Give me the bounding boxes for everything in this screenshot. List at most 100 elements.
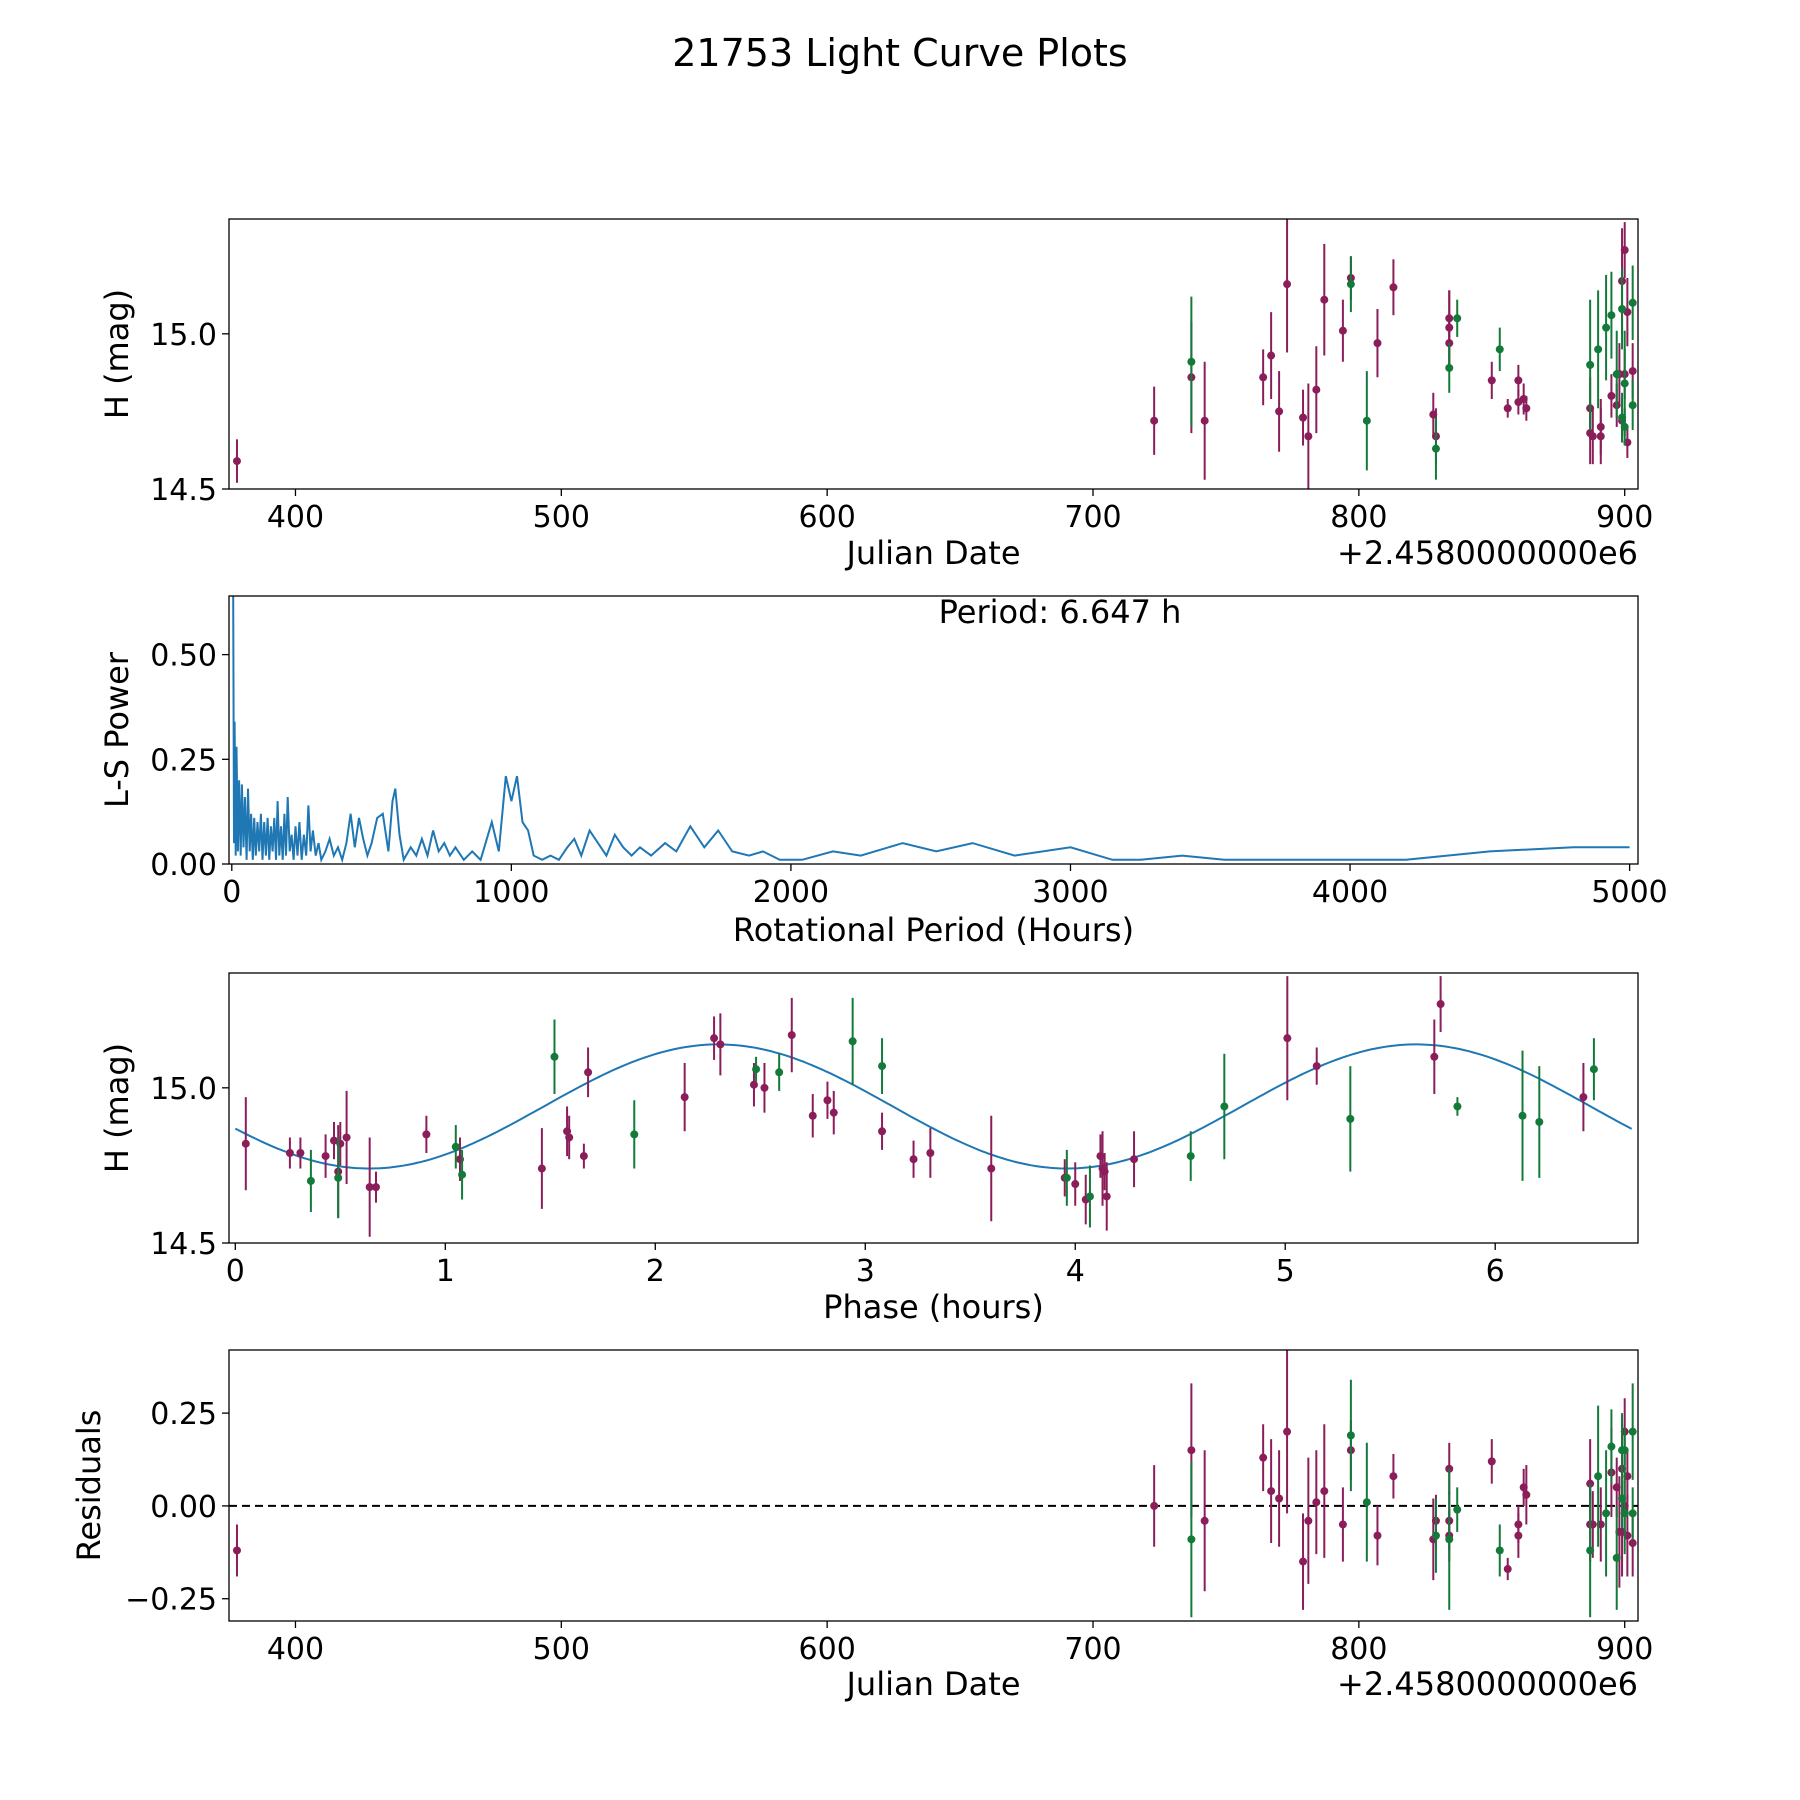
residuals-x-tick-label: 700 [1064, 1632, 1121, 1667]
phased-data-point [760, 1083, 769, 1092]
phased-data-point [296, 1149, 305, 1157]
residuals-data-point [1338, 1520, 1347, 1529]
lightcurve-data-point [1150, 416, 1159, 425]
lightcurve-data-point [1373, 339, 1382, 348]
residuals-data-point [1586, 1546, 1595, 1555]
phased-data-point [787, 1031, 796, 1040]
lightcurve-x-tick-label: 800 [1330, 500, 1387, 535]
residuals-data-point [1620, 1446, 1629, 1455]
phased-data-point [285, 1149, 294, 1157]
figure-title: 21753 Light Curve Plots [672, 31, 1127, 75]
lightcurve-data-point [1389, 283, 1398, 292]
residuals-data-point [1620, 1509, 1629, 1518]
residuals-data-point [1602, 1509, 1611, 1518]
lightcurve-data-point [1187, 357, 1196, 366]
phased-data-point [306, 1176, 315, 1185]
lightcurve-data-point [1338, 326, 1347, 335]
residuals-x-axis-label: Julian Date [844, 1665, 1020, 1703]
lightcurve-offset-label: +2.4580000000e6 [1337, 534, 1638, 572]
lightcurve-data-point [1445, 314, 1454, 323]
residuals-data-point [1187, 1535, 1196, 1544]
lightcurve-data-point [1596, 432, 1605, 441]
residuals-data-point [1522, 1490, 1531, 1499]
lightcurve-y-axis-label: H (mag) [98, 289, 136, 419]
phased-data-point [458, 1170, 467, 1179]
residuals-data-point [1389, 1472, 1398, 1481]
phased-x-tick-label: 3 [856, 1254, 875, 1289]
periodogram-y-tick-label: 0.25 [150, 743, 217, 778]
periodogram-x-tick-label: 5000 [1591, 875, 1667, 910]
residuals-data-point [1594, 1472, 1603, 1481]
phased-data-point [241, 1139, 250, 1148]
phased-x-tick-label: 1 [436, 1254, 455, 1289]
phased-data-point [1518, 1111, 1527, 1120]
lightcurve-data-point [1618, 305, 1627, 313]
lightcurve-data-point [1588, 432, 1597, 441]
lightcurve-data-point [1503, 404, 1512, 413]
periodogram-x-tick-label: 2000 [753, 875, 829, 910]
lightcurve-data-point [1620, 246, 1629, 255]
lightcurve-data-point [1312, 385, 1321, 394]
periodogram-period-annotation: Period: 6.647 h [939, 593, 1182, 631]
lightcurve-data-point [1453, 314, 1462, 323]
residuals-x-tick-label: 900 [1596, 1632, 1653, 1667]
residuals-data-point [1445, 1535, 1454, 1544]
residuals-data-point [1150, 1501, 1159, 1510]
phased-data-point [909, 1155, 918, 1164]
lightcurve-y-tick-label: 15.0 [150, 318, 217, 353]
residuals-data-point [1320, 1487, 1329, 1496]
lightcurve-data-point [1495, 345, 1504, 354]
periodogram-x-axis-label: Rotational Period (Hours) [733, 911, 1134, 949]
residuals-data-point [1283, 1427, 1292, 1436]
residuals-x-tick-label: 600 [799, 1632, 856, 1667]
lightcurve-x-tick-label: 700 [1064, 500, 1121, 535]
lightcurve-data-point [1362, 416, 1371, 425]
lightcurve-data-point [1607, 311, 1616, 320]
phased-data-point [878, 1062, 887, 1071]
lightcurve-data-point [1259, 373, 1268, 382]
phased-data-point [1283, 1034, 1292, 1043]
phased-data-point [321, 1152, 330, 1161]
residuals-data-point [1628, 1539, 1637, 1548]
phased-data-point [716, 1040, 725, 1049]
phased-data-point [808, 1111, 817, 1120]
phased-data-point [334, 1173, 343, 1182]
residuals-data-point [1487, 1457, 1496, 1466]
phased-data-point [422, 1130, 431, 1139]
residuals-data-point [1453, 1505, 1462, 1514]
residuals-data-point [232, 1546, 241, 1555]
residuals-x-tick-label: 500 [533, 1632, 590, 1667]
residuals-panel: 400 500 600 700 800 900 −0.25 0.00 0.25 Julian Da… [70, 1349, 1653, 1703]
phased-data-point [1579, 1093, 1588, 1102]
phased-data-point [451, 1142, 460, 1151]
lightcurve-data-point [232, 457, 241, 466]
residuals-data-point [1612, 1553, 1621, 1562]
phased-data-point [1071, 1180, 1080, 1189]
lightcurve-data-point [1304, 432, 1313, 441]
residuals-data-point [1362, 1498, 1371, 1507]
lightcurve-data-point [1607, 391, 1616, 400]
lightcurve-data-point [1445, 363, 1454, 372]
lightcurve-x-tick-label: 900 [1596, 500, 1653, 535]
residuals-data-point [1628, 1427, 1637, 1436]
phased-x-tick-label: 6 [1486, 1254, 1505, 1289]
periodogram-series-line [232, 596, 1630, 864]
lightcurve-data-point [1628, 401, 1637, 410]
lightcurve-data-layer [232, 219, 1637, 489]
residuals-y-tick-label: −0.25 [125, 1583, 217, 1618]
phased-data-point [1430, 1052, 1439, 1061]
lightcurve-data-point [1522, 404, 1531, 413]
lightcurve-axes-frame [228, 218, 1639, 490]
lightcurve-data-point [1594, 345, 1603, 354]
lightcurve-data-point [1320, 295, 1329, 304]
residuals-x-tick-label: 400 [267, 1632, 324, 1667]
phased-data-point [579, 1152, 588, 1161]
phased-data-point [565, 1133, 574, 1142]
phased-y-axis-label: H (mag) [98, 1043, 136, 1173]
phased-data-point [1100, 1167, 1109, 1176]
phased-data-point [1186, 1152, 1195, 1161]
lightcurve-data-point [1431, 444, 1440, 453]
residuals-data-point [1607, 1442, 1616, 1451]
